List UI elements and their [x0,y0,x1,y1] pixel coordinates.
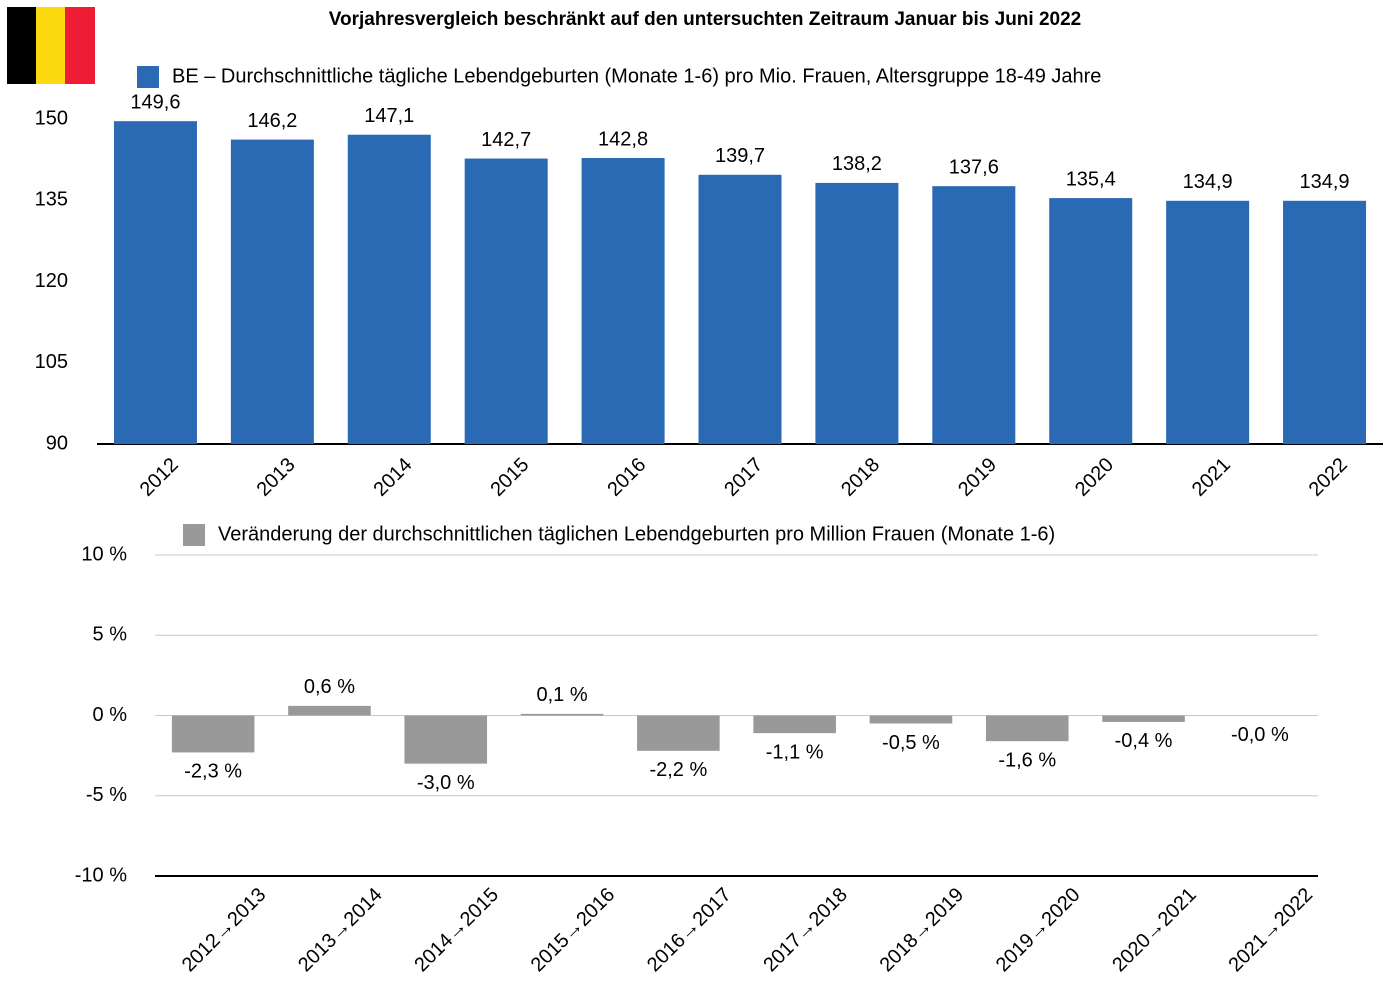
bar [464,158,548,444]
bar [347,134,431,445]
bar [985,715,1069,742]
legend-swatch [137,66,159,88]
flag-yellow [36,7,65,84]
y-tick-label: 150 [35,107,68,129]
flag-red [65,7,95,84]
x-tick-label: 2022 [1305,454,1352,501]
bar [113,121,197,445]
x-tick-label: 2019 [954,454,1001,501]
value-label: 137,6 [949,156,999,178]
value-label: -0,5 % [882,732,940,754]
legend-label: BE – Durchschnittliche tägliche Lebendge… [172,65,1101,87]
x-tick-label: 2017 [720,454,767,501]
value-label: 134,9 [1300,171,1350,193]
y-tick-label: 90 [46,432,68,454]
value-label: 138,2 [832,153,882,175]
chart-title: Vorjahresvergleich beschränkt auf den un… [329,9,1082,30]
bar [1283,200,1367,444]
x-tick-label: 2017→2018 [759,884,852,977]
x-tick-label: 2019→2020 [992,884,1085,977]
x-tick-label: 2013 [253,454,300,501]
value-label: 142,7 [481,129,531,151]
value-label: 147,1 [364,105,414,127]
x-tick-label: 2021 [1188,454,1235,501]
bar [815,182,899,444]
y-tick-label: 120 [35,270,68,292]
bar [869,715,953,724]
x-tick-label: 2016 [603,454,650,501]
y-tick-label: 135 [35,189,68,211]
value-label: -1,1 % [766,741,824,763]
bar [932,186,1016,444]
y-tick-label: -10 % [75,864,127,886]
bar [1102,715,1185,722]
x-tick-label: 2018→2019 [876,884,969,977]
bar [520,713,604,716]
x-tick-label: 2020 [1071,454,1118,501]
legend-swatch [183,524,205,546]
bar [1049,198,1133,444]
y-tick-label: 105 [35,351,68,373]
y-tick-label: 10 % [81,543,127,565]
bar [171,715,255,753]
bar [637,715,720,751]
x-tick-label: 2013→2014 [294,884,387,977]
value-label: -1,6 % [998,749,1056,771]
x-tick-label: 2014→2015 [410,884,503,977]
value-label: -2,3 % [184,761,242,783]
x-tick-label: 2015→2016 [527,884,620,977]
bar [581,158,665,444]
bar [230,139,314,445]
value-label: 0,6 % [304,676,355,698]
x-tick-label: 2020→2021 [1108,884,1201,977]
value-label: -2,2 % [649,759,707,781]
bar [1166,200,1250,444]
y-tick-label: 5 % [93,624,128,646]
value-label: 135,4 [1066,168,1116,190]
x-tick-label: 2012→2013 [178,884,271,977]
bar [288,705,371,716]
y-tick-label: -5 % [86,784,127,806]
flag-black [7,7,36,84]
x-tick-label: 2015 [486,454,533,501]
legend-label: Veränderung der durchschnittlichen tägli… [218,523,1055,545]
value-label: -3,0 % [417,772,475,794]
x-tick-label: 2014 [370,454,417,501]
x-tick-label: 2021→2022 [1225,884,1318,977]
value-label: -0,4 % [1115,730,1173,752]
x-tick-label: 2012 [136,454,183,501]
value-label: 142,8 [598,128,648,150]
x-tick-label: 2018 [837,454,884,501]
value-label: 149,6 [130,91,180,113]
value-label: 134,9 [1183,171,1233,193]
bar [404,715,488,764]
value-label: 0,1 % [536,684,587,706]
value-label: 146,2 [247,110,297,132]
bar [753,715,836,734]
y-tick-label: 0 % [93,704,128,726]
x-tick-label: 2016→2017 [643,884,736,977]
value-label: -0,0 % [1231,724,1289,746]
bar [698,174,782,444]
value-label: 139,7 [715,145,765,167]
